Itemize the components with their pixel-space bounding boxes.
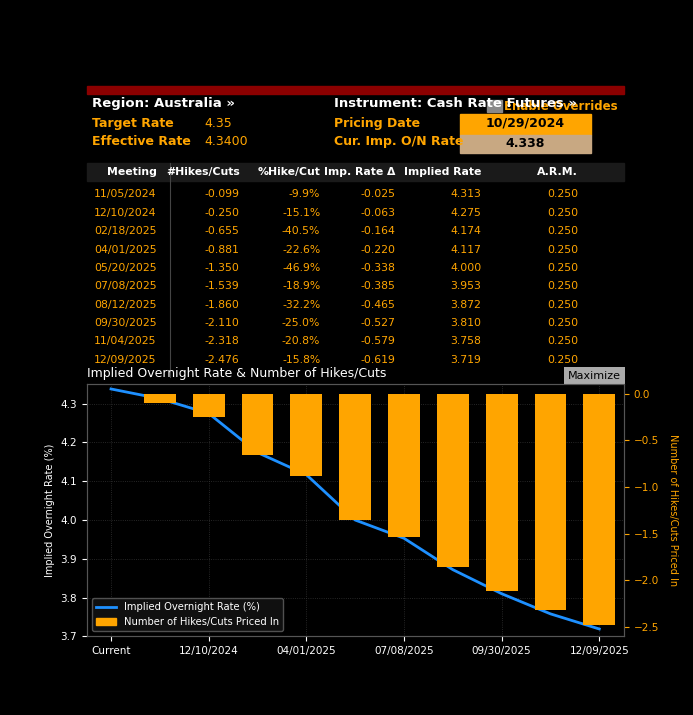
Text: Meeting: Meeting xyxy=(107,167,157,177)
Text: -1.860: -1.860 xyxy=(205,300,240,310)
Text: -2.318: -2.318 xyxy=(205,337,240,347)
Text: -20.8%: -20.8% xyxy=(282,337,320,347)
Text: -0.465: -0.465 xyxy=(360,300,396,310)
Text: 10/29/2024: 10/29/2024 xyxy=(486,117,565,130)
Bar xyxy=(460,114,592,134)
Text: Implied Rate: Implied Rate xyxy=(404,167,482,177)
Text: Region: Australia »: Region: Australia » xyxy=(92,97,235,110)
Text: 04/01/2025: 04/01/2025 xyxy=(94,245,157,255)
Text: 4.117: 4.117 xyxy=(450,245,482,255)
Text: Cur. Imp. O/N Rate: Cur. Imp. O/N Rate xyxy=(334,135,463,148)
Text: 4.3400: 4.3400 xyxy=(205,135,248,148)
Bar xyxy=(486,99,502,112)
Y-axis label: Implied Overnight Rate (%): Implied Overnight Rate (%) xyxy=(45,443,55,577)
Text: 0.250: 0.250 xyxy=(547,226,578,236)
Text: 3.719: 3.719 xyxy=(450,355,482,365)
Text: 12/09/2025: 12/09/2025 xyxy=(94,355,157,365)
Text: 4.313: 4.313 xyxy=(450,189,482,199)
Text: #Hikes/Cuts: #Hikes/Cuts xyxy=(166,167,240,177)
Bar xyxy=(340,394,371,520)
Text: 02/18/2025: 02/18/2025 xyxy=(94,226,157,236)
Text: 4.174: 4.174 xyxy=(450,226,482,236)
Text: 08/12/2025: 08/12/2025 xyxy=(94,300,157,310)
Text: -22.6%: -22.6% xyxy=(282,245,320,255)
Bar xyxy=(193,394,225,417)
Bar xyxy=(460,134,592,153)
Text: Imp. Rate Δ: Imp. Rate Δ xyxy=(324,167,396,177)
Text: Pricing Date: Pricing Date xyxy=(334,117,420,130)
Text: -0.063: -0.063 xyxy=(360,208,396,218)
Text: -18.9%: -18.9% xyxy=(282,281,320,291)
Text: 4.35: 4.35 xyxy=(205,117,233,130)
Bar xyxy=(144,394,176,403)
Text: -0.220: -0.220 xyxy=(360,245,396,255)
Text: Implied Overnight Rate & Number of Hikes/Cuts: Implied Overnight Rate & Number of Hikes… xyxy=(87,368,386,380)
Text: -15.8%: -15.8% xyxy=(282,355,320,365)
Y-axis label: Number of Hikes/Cuts Priced In: Number of Hikes/Cuts Priced In xyxy=(668,434,678,586)
Bar xyxy=(388,394,420,537)
Text: 0.250: 0.250 xyxy=(547,189,578,199)
Text: -46.9%: -46.9% xyxy=(282,263,320,273)
Text: -2.110: -2.110 xyxy=(205,318,240,328)
Text: -0.025: -0.025 xyxy=(360,189,396,199)
Bar xyxy=(87,163,624,181)
Text: -32.2%: -32.2% xyxy=(282,300,320,310)
Text: -0.881: -0.881 xyxy=(205,245,240,255)
Text: 11/05/2024: 11/05/2024 xyxy=(94,189,157,199)
Text: -0.655: -0.655 xyxy=(205,226,240,236)
Text: -0.250: -0.250 xyxy=(204,208,240,218)
Bar xyxy=(242,394,273,455)
Bar xyxy=(290,394,322,476)
Text: -0.338: -0.338 xyxy=(360,263,396,273)
Text: 3.953: 3.953 xyxy=(450,281,482,291)
Text: %Hike/Cut: %Hike/Cut xyxy=(257,167,320,177)
Bar xyxy=(584,394,615,625)
Text: 0.250: 0.250 xyxy=(547,281,578,291)
Text: -0.164: -0.164 xyxy=(360,226,396,236)
Text: 4.338: 4.338 xyxy=(506,137,545,150)
Text: 11/04/2025: 11/04/2025 xyxy=(94,337,157,347)
Text: -0.527: -0.527 xyxy=(360,318,396,328)
Text: -40.5%: -40.5% xyxy=(282,226,320,236)
Text: 09/30/2025: 09/30/2025 xyxy=(94,318,157,328)
Text: 05/20/2025: 05/20/2025 xyxy=(94,263,157,273)
Text: 0.250: 0.250 xyxy=(547,245,578,255)
Text: 0.250: 0.250 xyxy=(547,300,578,310)
Text: 0.250: 0.250 xyxy=(547,337,578,347)
Text: Effective Rate: Effective Rate xyxy=(92,135,191,148)
Text: -0.579: -0.579 xyxy=(360,337,396,347)
Text: 4.275: 4.275 xyxy=(450,208,482,218)
Text: 0.250: 0.250 xyxy=(547,263,578,273)
Bar xyxy=(87,86,624,94)
Text: 3.872: 3.872 xyxy=(450,300,482,310)
Text: Maximize: Maximize xyxy=(568,370,621,380)
Text: 0.250: 0.250 xyxy=(547,355,578,365)
Text: -1.350: -1.350 xyxy=(205,263,240,273)
Bar xyxy=(534,394,566,610)
Bar xyxy=(486,394,518,591)
Text: Target Rate: Target Rate xyxy=(92,117,174,130)
Text: -1.539: -1.539 xyxy=(205,281,240,291)
Text: A.R.M.: A.R.M. xyxy=(537,167,578,177)
Text: -0.385: -0.385 xyxy=(360,281,396,291)
Text: Instrument: Cash Rate Futures »: Instrument: Cash Rate Futures » xyxy=(334,97,577,110)
Text: 0.250: 0.250 xyxy=(547,208,578,218)
Text: -25.0%: -25.0% xyxy=(282,318,320,328)
Text: -0.099: -0.099 xyxy=(204,189,240,199)
Legend: Implied Overnight Rate (%), Number of Hikes/Cuts Priced In: Implied Overnight Rate (%), Number of Hi… xyxy=(91,598,283,631)
Bar xyxy=(437,394,468,567)
Text: -15.1%: -15.1% xyxy=(282,208,320,218)
Text: -0.619: -0.619 xyxy=(360,355,396,365)
Text: 07/08/2025: 07/08/2025 xyxy=(94,281,157,291)
Text: 4.000: 4.000 xyxy=(450,263,482,273)
Text: -9.9%: -9.9% xyxy=(289,189,320,199)
Text: 3.810: 3.810 xyxy=(450,318,482,328)
Text: -2.476: -2.476 xyxy=(205,355,240,365)
Text: 3.758: 3.758 xyxy=(450,337,482,347)
Text: Enable Overrides: Enable Overrides xyxy=(505,99,618,112)
Text: 12/10/2024: 12/10/2024 xyxy=(94,208,157,218)
Text: 0.250: 0.250 xyxy=(547,318,578,328)
